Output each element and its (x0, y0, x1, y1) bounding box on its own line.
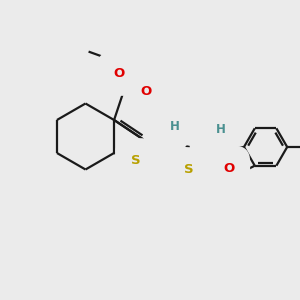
Text: N: N (160, 127, 171, 140)
Text: N: N (206, 131, 217, 144)
Text: H: H (170, 119, 180, 133)
Text: S: S (184, 163, 194, 176)
Text: H: H (216, 123, 226, 136)
Text: O: O (113, 67, 124, 80)
Text: O: O (140, 85, 151, 98)
Text: S: S (131, 154, 140, 167)
Text: O: O (223, 161, 234, 175)
